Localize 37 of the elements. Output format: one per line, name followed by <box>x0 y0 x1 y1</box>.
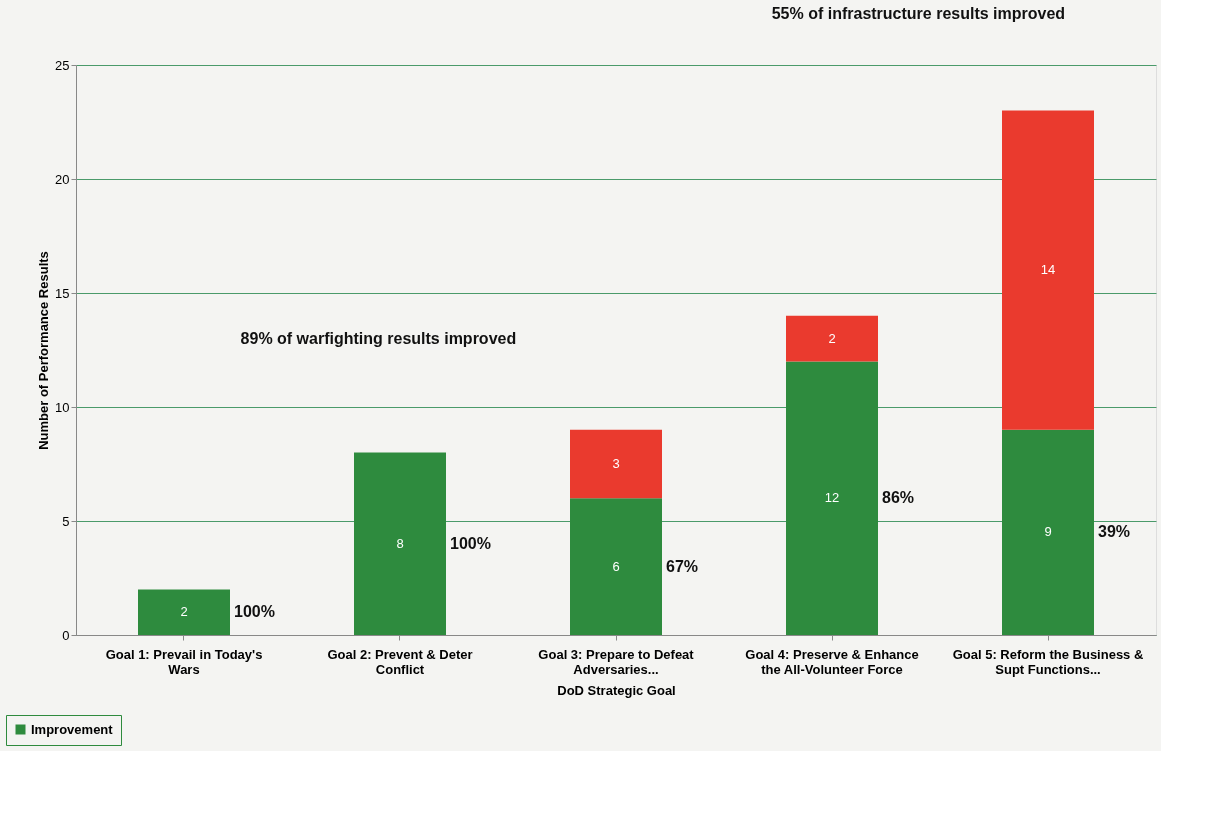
bar <box>1002 429 1094 635</box>
bar <box>786 315 878 362</box>
x-tick-label: Goal 4: Preserve & Enhance the All-Volunteer Force <box>745 646 919 677</box>
bar <box>1002 110 1094 430</box>
data-label: 2 <box>828 330 836 346</box>
x-axis-title: DoD Strategic Goal <box>557 682 676 698</box>
data-label: 3 <box>612 456 620 471</box>
legend-label: Improvement <box>31 721 114 737</box>
x-tick-label: Goal 2: Prevent & Deter Conflict <box>327 646 473 677</box>
x-tick-label: Goal 1: Prevail in Today's Wars <box>105 646 263 677</box>
annotation: 86% <box>882 489 915 507</box>
annotation: 39% <box>1098 523 1131 541</box>
annotation: 89% of warfighting results improved <box>240 329 517 347</box>
data-label: 12 <box>824 490 840 506</box>
x-tick-label: Goal 5: Reform the Business & Supt Functions... <box>952 646 1144 677</box>
y-tick-label: 15 <box>55 285 70 301</box>
bar <box>786 361 878 635</box>
bar <box>570 429 662 499</box>
y-axis-title: Number of Performance Results <box>36 251 52 450</box>
x-tick-label: Goal 3: Prepare to Defeat Adversaries... <box>538 646 695 677</box>
y-tick-label: 25 <box>55 57 70 73</box>
data-label: 6 <box>612 558 620 574</box>
data-label: 14 <box>1040 262 1056 278</box>
text: 55% of infrastructure results improved <box>771 4 1066 22</box>
bar <box>354 452 446 635</box>
bar <box>138 589 230 635</box>
data-label: 8 <box>396 535 404 551</box>
y-tick-label: 10 <box>55 399 70 415</box>
data-label: 9 <box>1044 524 1052 540</box>
data-label: 2 <box>180 604 188 620</box>
bar <box>570 498 662 635</box>
annotation: 67% <box>666 557 699 575</box>
y-tick-label: 5 <box>62 513 70 529</box>
annotation: 100% <box>450 534 491 552</box>
y-tick-label: 0 <box>62 627 70 643</box>
y-tick-label: 20 <box>55 171 70 187</box>
annotation: 100% <box>234 603 275 621</box>
